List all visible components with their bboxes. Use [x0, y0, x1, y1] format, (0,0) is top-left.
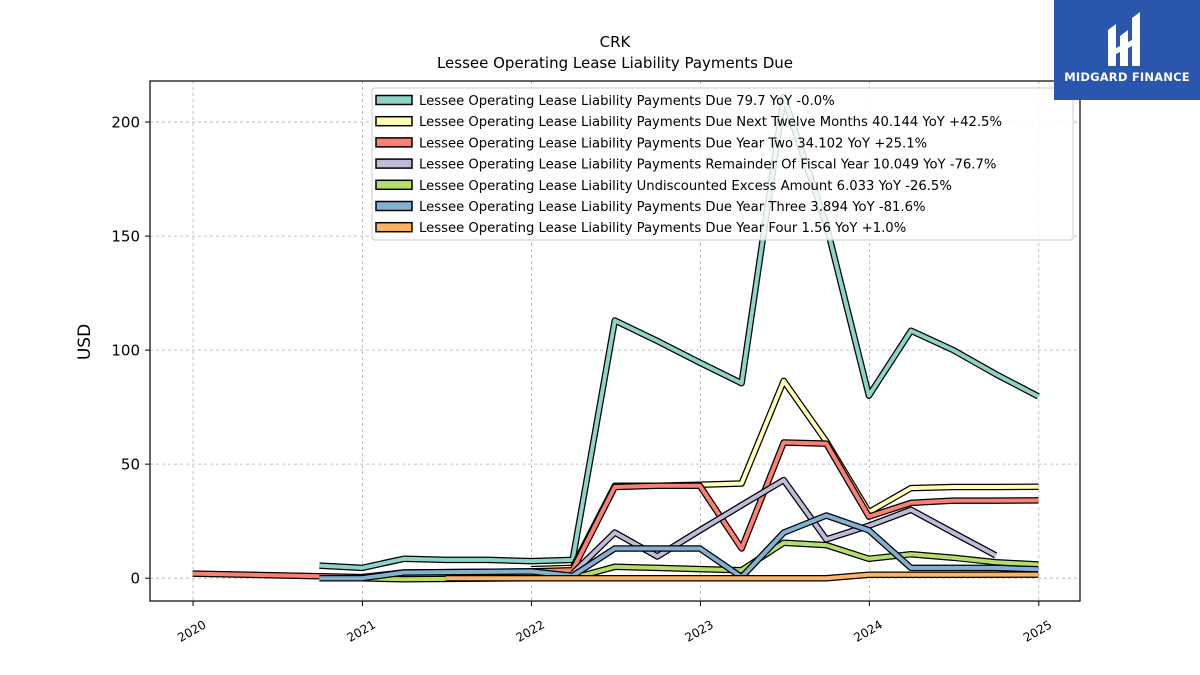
legend-swatch	[375, 94, 413, 106]
legend: Lessee Operating Lease Liability Payment…	[371, 87, 1074, 241]
legend-label: Lessee Operating Lease Liability Payment…	[419, 221, 906, 236]
legend-swatch	[375, 115, 413, 127]
legend-label: Lessee Operating Lease Liability Undisco…	[419, 179, 952, 194]
legend-label: Lessee Operating Lease Liability Payment…	[419, 158, 996, 173]
legend-label: Lessee Operating Lease Liability Payment…	[419, 200, 926, 215]
y-tick-label: 150	[111, 228, 140, 246]
plot-frame	[149, 80, 1081, 602]
x-tick-label: 2020	[175, 617, 208, 644]
x-tick-label: 2021	[345, 617, 378, 644]
legend-label: Lessee Operating Lease Liability Payment…	[419, 136, 927, 151]
y-tick-label: 200	[111, 114, 140, 132]
x-tick-label: 2022	[513, 617, 546, 644]
series-line-outline	[570, 476, 998, 576]
x-tick-label: 2023	[682, 617, 715, 644]
series-line	[571, 478, 997, 576]
legend-swatch	[375, 179, 413, 191]
y-tick-label: 50	[121, 456, 140, 474]
legend-swatch	[375, 158, 413, 169]
brand-name: MIDGARD FINANCE	[1064, 70, 1190, 84]
x-tick-label: 2024	[851, 617, 884, 644]
chart-subtitle: Lessee Operating Lease Liability Payment…	[437, 54, 793, 72]
x-tick-label: 2025	[1021, 617, 1054, 644]
series-lines	[192, 93, 1040, 583]
logo-mark-icon	[1108, 12, 1140, 66]
y-tick-label: 0	[130, 570, 140, 588]
legend-label: Lessee Operating Lease Liability Payment…	[419, 115, 1002, 130]
series-line	[319, 513, 1039, 581]
series-line	[445, 572, 1039, 581]
y-axis-label: USD	[75, 324, 95, 360]
legend-box	[371, 87, 1074, 241]
brand-logo: MIDGARD FINANCE	[1054, 0, 1200, 100]
legend-swatch	[375, 221, 413, 233]
legend-swatch	[375, 137, 413, 148]
series-line	[319, 95, 1040, 570]
chart-title: CRK	[600, 33, 632, 51]
legend-label: Lessee Operating Lease Liability Payment…	[419, 94, 835, 109]
y-tick-label: 100	[111, 342, 140, 360]
legend-swatch	[375, 200, 413, 212]
